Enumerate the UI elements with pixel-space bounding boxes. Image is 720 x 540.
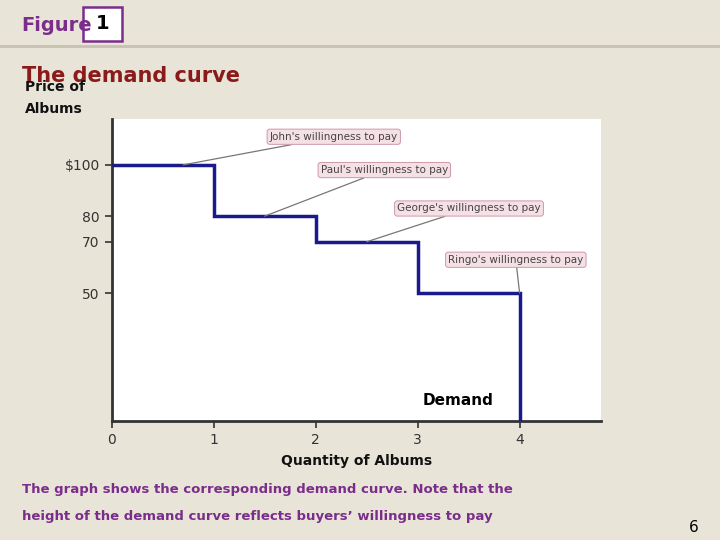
Text: Albums: Albums [25,102,83,116]
Text: The demand curve: The demand curve [22,65,240,86]
Text: The graph shows the corresponding demand curve. Note that the: The graph shows the corresponding demand… [22,483,513,496]
Text: height of the demand curve reflects buyers’ willingness to pay: height of the demand curve reflects buye… [22,510,492,523]
Text: Ringo's willingness to pay: Ringo's willingness to pay [448,255,583,293]
Text: Figure: Figure [22,16,92,35]
X-axis label: Quantity of Albums: Quantity of Albums [281,454,432,468]
Text: John's willingness to pay: John's willingness to pay [183,132,398,165]
Text: Paul's willingness to pay: Paul's willingness to pay [265,165,448,216]
FancyBboxPatch shape [83,7,122,42]
Text: George's willingness to pay: George's willingness to pay [366,204,541,242]
Text: 1: 1 [96,15,109,33]
Text: Price of: Price of [25,80,85,94]
Text: Demand: Demand [423,393,494,408]
Text: 6: 6 [688,519,698,535]
